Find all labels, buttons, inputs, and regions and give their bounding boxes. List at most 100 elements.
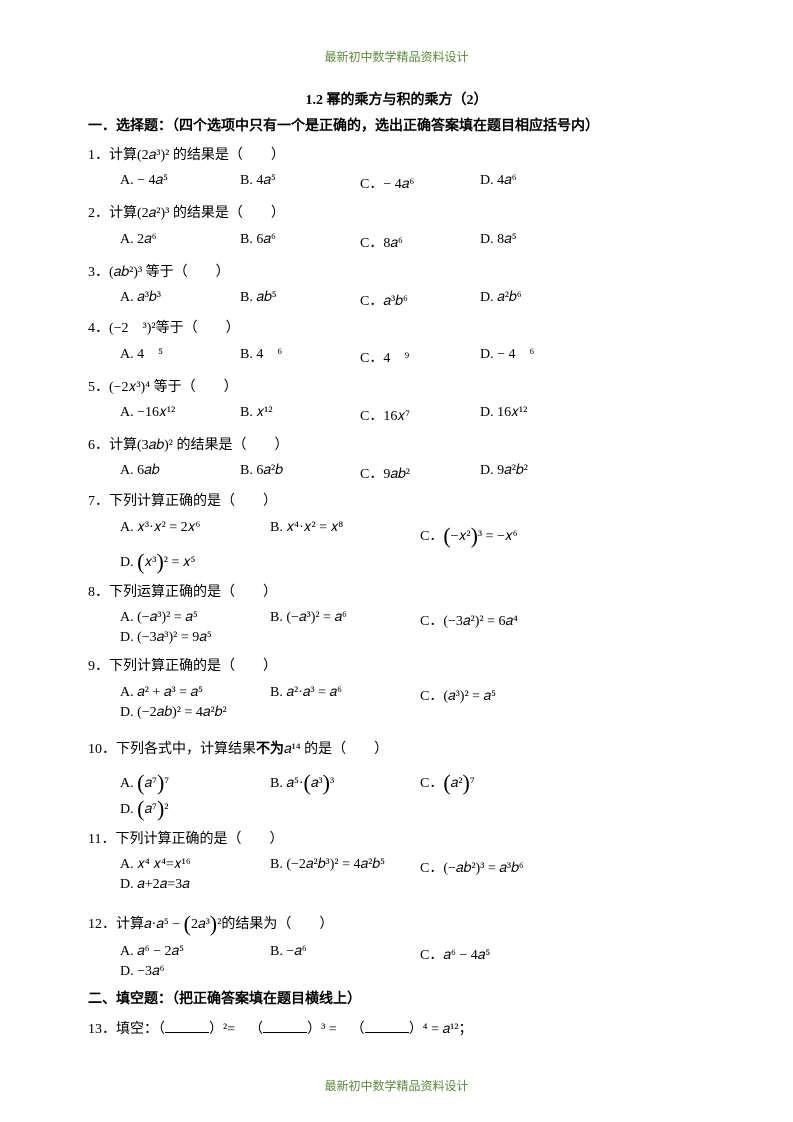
q8-options: A. (−𝑎³)² = 𝑎⁵ B. (−𝑎³)² = 𝑎⁶ C．(−3𝑎²)² …	[120, 610, 705, 646]
question-12: 12．计算𝑎·𝑎⁵ − (2𝑎³)²的结果为（ ）	[88, 903, 705, 938]
q5-c-text: 16𝑥⁷	[383, 409, 410, 424]
q6-d-text: 9𝑎²𝑏²	[497, 463, 528, 478]
page-footer: 最新初中数学精品资料设计	[0, 1077, 793, 1094]
q10-post: 𝑎¹⁴ 的是（ ）	[284, 742, 388, 757]
q11-opt-c: C．(−𝑎𝑏²)³ = 𝑎³𝑏⁶	[420, 857, 560, 877]
q10-d-in: 𝑎⁷	[144, 802, 156, 817]
label-a: A.	[120, 776, 137, 791]
rparen-icon: )	[157, 796, 164, 821]
q6-opt-c: C．9𝑎𝑏²	[360, 463, 470, 483]
q10-bold: 不为	[256, 742, 284, 757]
q10-pre: 10．下列各式中，计算结果	[88, 742, 256, 757]
q5-options: A. −16𝑥¹² B. 𝑥¹² C．16𝑥⁷ D. 16𝑥¹²	[120, 405, 705, 425]
q6-a-text: 6𝑎𝑏	[137, 463, 159, 478]
label-a: A.	[120, 232, 137, 247]
label-d: D.	[480, 405, 497, 420]
q12-c-text: 𝑎⁶ − 4𝑎⁵	[443, 948, 490, 963]
q4-b-text: 4 ⁶	[256, 347, 282, 362]
label-c: C．	[420, 948, 443, 963]
q7-c-tail: ³ = −𝑥⁶	[478, 529, 518, 544]
label-d: D.	[120, 802, 137, 817]
q10-c-in: 𝑎²	[451, 776, 463, 791]
q8-opt-d: D. (−3𝑎³)² = 9𝑎⁵	[120, 630, 260, 646]
q5-opt-a: A. −16𝑥¹²	[120, 405, 230, 425]
blank-input[interactable]	[263, 1018, 307, 1033]
q8-opt-b: B. (−𝑎³)² = 𝑎⁶	[270, 610, 410, 630]
q13-pre: 13．填空：（	[88, 1022, 165, 1037]
q3-opt-b: B. 𝑎𝑏⁵	[240, 290, 350, 310]
label-c: C．	[360, 236, 383, 251]
q3-a-text: 𝑎³𝑏³	[137, 290, 161, 305]
q3-pre: 3．	[88, 265, 109, 280]
q9-d-text: (−2𝑎𝑏)² = 4𝑎²𝑏²	[137, 705, 227, 720]
q12-options: A. 𝑎⁶ − 2𝑎⁵ B. −𝑎⁶ C．𝑎⁶ − 4𝑎⁵ D. −3𝑎⁶	[120, 944, 705, 980]
q6-opt-d: D. 9𝑎²𝑏²	[480, 463, 590, 483]
q12-expr-pre: 𝑎·𝑎⁵ −	[144, 917, 184, 932]
q13-p2: ）³ = （	[307, 1022, 365, 1037]
q4-expr: (−2 ³)²	[109, 321, 156, 336]
q10-opt-a: A. (𝑎⁷)⁷	[120, 767, 260, 793]
label-b: B.	[240, 405, 256, 420]
q7-a-text: 𝑥³·𝑥² = 2𝑥⁶	[137, 520, 200, 535]
q4-opt-b: B. 4 ⁶	[240, 347, 350, 367]
label-c: C．	[360, 351, 383, 366]
q11-opt-b: B. (−2𝑎²𝑏³)² = 4𝑎²𝑏⁵	[270, 857, 410, 877]
q12-opt-d: D. −3𝑎⁶	[120, 964, 260, 980]
q7-d-in: 𝑥³	[144, 555, 156, 570]
label-a: A.	[120, 610, 137, 625]
q8-d-text: (−3𝑎³)² = 9𝑎⁵	[137, 630, 212, 645]
q1-b-text: 4𝑎⁵	[256, 173, 275, 188]
label-d: D.	[480, 347, 497, 362]
blank-input[interactable]	[365, 1018, 409, 1033]
q6-c-text: 9𝑎𝑏²	[383, 467, 410, 482]
question-1: 1．计算(2𝑎³)² 的结果是（ ）	[88, 145, 705, 167]
q10-c-tail: ⁷	[470, 776, 475, 791]
q3-expr: (𝑎𝑏²)³	[109, 265, 142, 280]
q7-opt-b: B. 𝑥⁴·𝑥² = 𝑥⁸	[270, 520, 410, 546]
q9-options: A. 𝑎² + 𝑎³ = 𝑎⁵ B. 𝑎²·𝑎³ = 𝑎⁶ C．(𝑎³)² = …	[120, 685, 705, 721]
label-c: C．	[420, 529, 443, 544]
q3-d-text: 𝑎²𝑏⁶	[497, 290, 522, 305]
worksheet-title: 1.2 幂的乘方与积的乘方（2）	[88, 89, 705, 109]
q1-a-text: − 4𝑎⁵	[137, 173, 168, 188]
q2-post: 的结果是（ ）	[169, 206, 285, 221]
q5-post: 等于（ ）	[150, 380, 238, 395]
label-c: C．	[420, 689, 443, 704]
q12-opt-b: B. −𝑎⁶	[270, 944, 410, 964]
label-b: B.	[270, 520, 286, 535]
question-13: 13．填空：（）²= （）³ = （）⁴ = 𝑎¹²；	[88, 1018, 705, 1041]
q1-d-text: 4𝑎⁶	[497, 173, 516, 188]
question-10: 10．下列各式中，计算结果不为𝑎¹⁴ 的是（ ）	[88, 739, 705, 761]
q7-opt-c: C．(−𝑥²))³ = −𝑥⁶³ = −𝑥⁶	[420, 520, 560, 546]
q10-b-in: 𝑎³	[311, 776, 323, 791]
rparen-icon: )	[323, 770, 330, 795]
question-4: 4．(−2 ³)²等于（ ）	[88, 318, 705, 340]
q10-options: A. (𝑎⁷)⁷ B. 𝑎⁵·(𝑎³)³ C．(𝑎²)⁷ D. (𝑎⁷)²	[120, 767, 705, 819]
q4-pre: 4．	[88, 321, 109, 336]
q8-b-text: (−𝑎³)² = 𝑎⁶	[286, 610, 347, 625]
label-d: D.	[480, 173, 497, 188]
question-5: 5．(−2𝑥³)⁴ 等于（ ）	[88, 377, 705, 399]
q12-d-text: −3𝑎⁶	[137, 964, 164, 979]
q7-opt-a: A. 𝑥³·𝑥² = 2𝑥⁶	[120, 520, 260, 546]
q10-opt-c: C．(𝑎²)⁷	[420, 767, 560, 793]
q1-opt-c: C．− 4𝑎⁶	[360, 173, 470, 193]
q13-p1: ）²= （	[209, 1022, 263, 1037]
lparen-icon: (	[137, 770, 144, 795]
q3-post: 等于（ ）	[142, 265, 230, 280]
q12-a-text: 𝑎⁶ − 2𝑎⁵	[137, 944, 184, 959]
q2-b-text: 6𝑎⁶	[256, 232, 275, 247]
q3-opt-c: C．𝑎³𝑏⁶	[360, 290, 470, 310]
q1-c-text: − 4𝑎⁶	[383, 177, 414, 192]
q7-opt-d: D. (𝑥³)² = 𝑥⁵	[120, 546, 260, 572]
lparen-icon: (	[137, 796, 144, 821]
label-b: B.	[270, 610, 286, 625]
q2-opt-d: D. 8𝑎⁵	[480, 232, 590, 252]
label-b: B.	[240, 463, 256, 478]
q9-opt-d: D. (−2𝑎𝑏)² = 4𝑎²𝑏²	[120, 705, 260, 721]
label-a: A.	[120, 520, 137, 535]
blank-input[interactable]	[165, 1018, 209, 1033]
q8-a-text: (−𝑎³)² = 𝑎⁵	[137, 610, 198, 625]
label-c: C．	[360, 294, 383, 309]
q2-d-text: 8𝑎⁵	[497, 232, 516, 247]
